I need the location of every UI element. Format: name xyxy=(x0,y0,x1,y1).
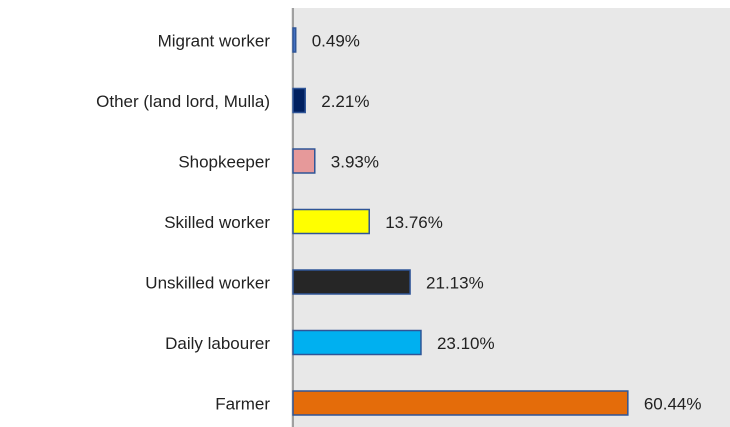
value-label: 0.49% xyxy=(312,31,360,50)
category-label: Skilled worker xyxy=(164,213,270,232)
category-label: Other (land lord, Mulla) xyxy=(96,92,270,111)
value-label: 2.21% xyxy=(321,92,369,111)
bar xyxy=(292,269,411,295)
bar xyxy=(292,27,297,53)
bar xyxy=(292,87,306,114)
bar xyxy=(292,390,629,416)
value-label: 21.13% xyxy=(426,273,484,292)
category-label: Shopkeeper xyxy=(178,152,270,171)
bar xyxy=(292,208,370,235)
bar xyxy=(292,148,316,174)
value-label: 3.93% xyxy=(331,152,379,171)
value-label: 60.44% xyxy=(644,394,702,413)
category-label: Daily labourer xyxy=(165,334,270,353)
bar xyxy=(292,329,422,356)
category-label: Farmer xyxy=(215,394,270,413)
category-label: Unskilled worker xyxy=(145,273,270,292)
category-label: Migrant worker xyxy=(158,31,271,50)
value-label: 23.10% xyxy=(437,334,495,353)
value-label: 13.76% xyxy=(385,213,443,232)
